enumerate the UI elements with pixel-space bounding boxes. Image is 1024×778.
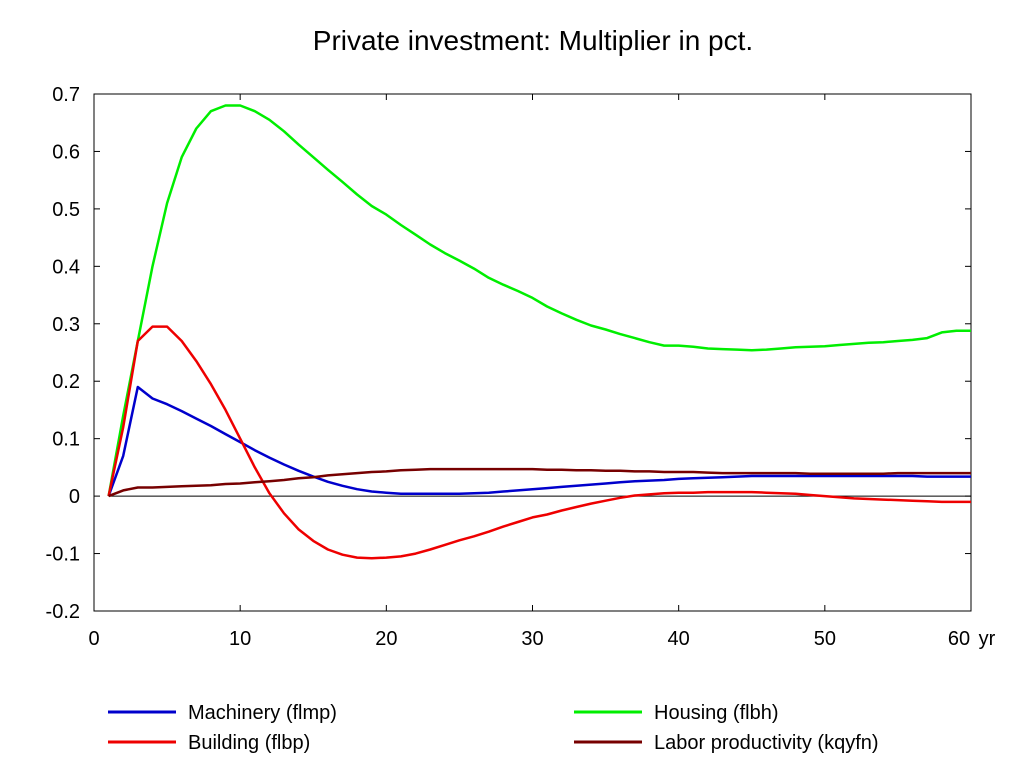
series-line-1 [107, 104, 971, 497]
y-tick-label: 0.2 [52, 371, 80, 393]
y-tick-label: 0.5 [52, 199, 80, 221]
y-tick-label: 0 [69, 486, 80, 508]
y-tick-label: 0.4 [52, 256, 80, 278]
x-tick-label: 40 [668, 628, 690, 650]
x-tick-label: 20 [375, 628, 397, 650]
series-line-0 [107, 385, 971, 497]
x-axis: 0 10 20 30 40 50 60 yr [88, 94, 996, 650]
legend-label: Machinery (flmp) [188, 702, 337, 724]
x-tick-label: 60 [948, 628, 970, 650]
x-unit-label: yr [979, 628, 996, 650]
x-tick-label: 30 [521, 628, 543, 650]
chart-title: Private investment: Multiplier in pct. [313, 25, 753, 56]
y-tick-label: 0.3 [52, 314, 80, 336]
y-tick-label: -0.2 [46, 601, 80, 623]
x-tick-label: 0 [88, 628, 99, 650]
legend-label: Labor productivity (kqyfn) [654, 732, 879, 754]
y-tick-label: 0.6 [52, 141, 80, 163]
y-tick-label: -0.1 [46, 544, 80, 566]
legend-label: Housing (flbh) [654, 702, 779, 724]
y-tick-label: 0.1 [52, 429, 80, 451]
y-tick-label: 0.7 [52, 84, 80, 106]
x-tick-label: 10 [229, 628, 251, 650]
legend-label: Building (flbp) [188, 732, 310, 754]
series-lines [107, 104, 971, 560]
y-axis: -0.2 -0.1 0 0.1 0.2 0.3 0.4 0.5 0.6 0.7 [46, 84, 971, 623]
series-line-2 [107, 325, 971, 560]
legend: Machinery (flmp) Housing (flbh) Building (… [108, 702, 879, 754]
x-tick-label: 50 [814, 628, 836, 650]
series-line-3 [108, 467, 971, 498]
plot-frame [93, 93, 972, 612]
